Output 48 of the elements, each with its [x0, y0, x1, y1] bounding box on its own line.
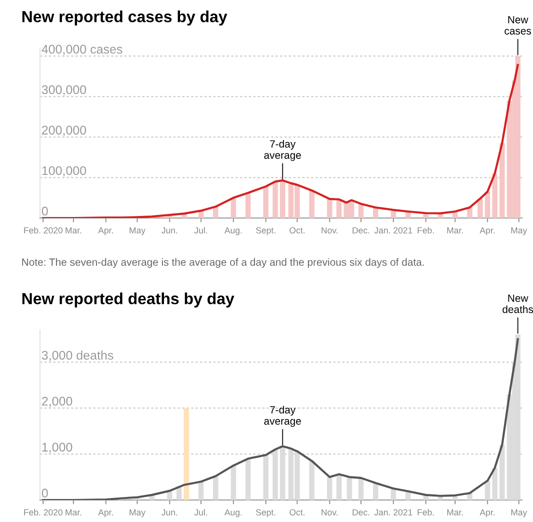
x-tick-label: Jul. [194, 509, 208, 516]
y-tick-label: 0 [42, 206, 48, 216]
x-tick-label: May [511, 509, 528, 518]
annotation: 7-day average [264, 140, 301, 161]
x-tick-label: Mar. [447, 227, 463, 234]
x-tick-label: Mar. [66, 509, 82, 516]
x-tick-label: Jan. 2021 [374, 227, 412, 234]
y-tick-label: 300,000 [42, 85, 86, 96]
x-tick-label: Dec. [352, 509, 370, 516]
x-tick-label: Apr. [480, 227, 494, 236]
y-tick-label: 400,000 cases [42, 44, 122, 56]
x-tick-label: Apr. [98, 509, 113, 518]
y-tick-label: 200,000 [42, 126, 86, 136]
x-tick-label: May [130, 227, 146, 236]
annotation: New cases [504, 16, 532, 35]
x-tick-label: Feb. [418, 227, 434, 234]
annotation: New deaths [502, 294, 533, 314]
x-tick-label: Nov. [322, 509, 338, 516]
x-tick-label: Aug. [224, 227, 242, 236]
x-tick-label: Oct. [290, 509, 304, 516]
x-tick-label: Feb. 2020 [24, 509, 62, 516]
x-tick-label: Mar. [66, 227, 82, 234]
x-tick-label: Apr. [480, 509, 494, 518]
x-tick-label: Oct. [290, 227, 304, 234]
x-tick-label: May [511, 227, 528, 236]
x-tick-label: May [130, 509, 146, 518]
y-tick-label: 1,000 [42, 442, 72, 454]
text: Note: The seven-day average is the average of a day and the previous six days of data. [22, 258, 424, 268]
x-tick-label: Jul. [194, 227, 208, 234]
x-tick-label: Sept. [256, 509, 276, 518]
x-tick-label: Jun. [162, 509, 178, 516]
x-tick-label: Feb. 2020 [24, 227, 62, 234]
x-tick-label: Aug. [224, 509, 242, 518]
y-tick-label: 3,000 deaths [42, 350, 114, 362]
annotation: 7-day average [264, 406, 301, 427]
x-tick-label: Nov. [322, 227, 338, 234]
y-tick-label: 2,000 [42, 396, 72, 408]
x-tick-label: Feb. [418, 509, 434, 516]
x-tick-label: Jun. [162, 227, 178, 234]
x-tick-label: Mar. [447, 509, 463, 516]
y-tick-label: 0 [42, 488, 48, 498]
chart-title: New reported deaths by day [22, 292, 234, 308]
x-tick-label: Sept. [256, 227, 276, 236]
x-tick-label: Dec. [352, 227, 370, 234]
x-tick-label: Apr. [98, 227, 113, 236]
x-tick-label: Jan. 2021 [374, 509, 412, 516]
y-tick-label: 100,000 [42, 166, 86, 177]
chart-title: New reported cases by day [22, 10, 228, 26]
